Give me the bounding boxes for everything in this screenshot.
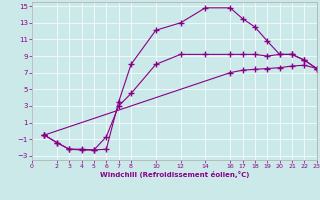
- X-axis label: Windchill (Refroidissement éolien,°C): Windchill (Refroidissement éolien,°C): [100, 171, 249, 178]
